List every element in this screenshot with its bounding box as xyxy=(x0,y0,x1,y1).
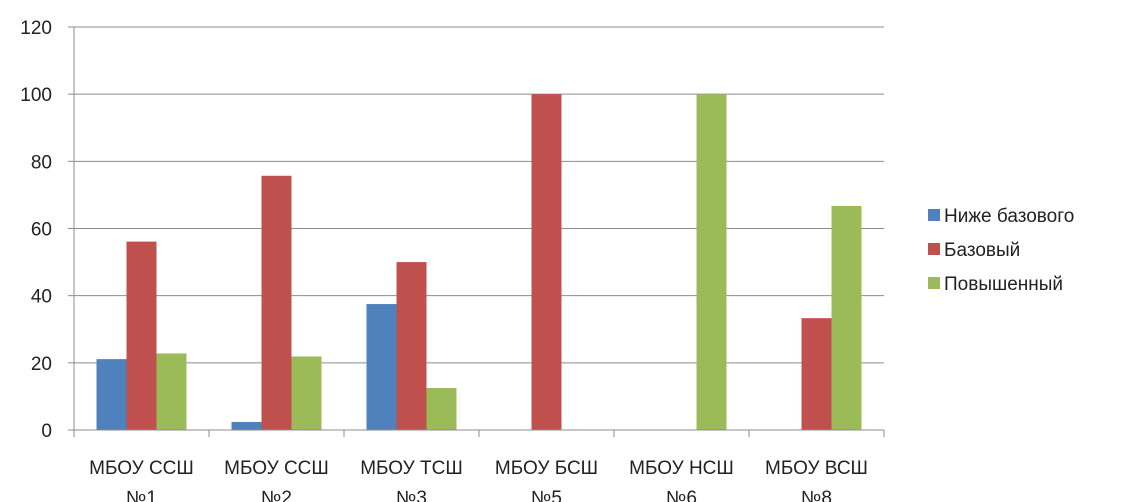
bar xyxy=(156,353,187,430)
bar xyxy=(426,388,457,430)
bar xyxy=(366,304,397,430)
x-tick-label: МБОУ ССШ №1 xyxy=(89,458,194,502)
bar xyxy=(231,421,262,430)
y-tick-label: 120 xyxy=(20,18,52,39)
gridlines xyxy=(74,26,884,364)
bar xyxy=(126,241,157,430)
x-axis-labels: МБОУ ССШ №1 МБОУ ССШ №2 МБОУ ТСШ №3 МБОУ БСШ №5… xyxy=(89,458,868,502)
bar xyxy=(831,205,862,430)
axes xyxy=(73,27,885,437)
bar xyxy=(291,356,322,430)
y-tick-label: 40 xyxy=(31,287,52,308)
bar xyxy=(396,262,427,430)
bars xyxy=(96,94,862,431)
legend: Ниже базового Базовый Повышенный xyxy=(928,206,1074,295)
x-tick-label: МБОУ БСШ №5 xyxy=(495,458,598,502)
legend-swatch xyxy=(928,209,940,221)
y-tick-label: 20 xyxy=(31,354,52,375)
legend-swatch xyxy=(928,243,940,255)
legend-label: Базовый xyxy=(944,240,1020,261)
bar xyxy=(696,94,727,431)
x-tick-label: МБОУ НСШ №6 xyxy=(629,458,734,502)
y-axis-ticks: 0 20 40 60 80 100 120 xyxy=(20,18,74,442)
y-tick-label: 0 xyxy=(41,421,52,442)
bar xyxy=(531,94,562,431)
x-tick-label: МБОУ ВСШ №8 xyxy=(765,458,868,502)
y-tick-label: 60 xyxy=(31,220,52,241)
y-tick-label: 100 xyxy=(20,85,52,106)
bar xyxy=(96,359,127,430)
y-tick-label: 80 xyxy=(31,152,52,173)
x-tick-label: МБОУ ССШ №2 xyxy=(224,458,329,502)
legend-label: Ниже базового xyxy=(944,206,1074,227)
bar xyxy=(261,175,292,430)
legend-swatch xyxy=(928,277,940,289)
x-tick-label: МБОУ ТСШ №3 xyxy=(360,458,463,502)
bar xyxy=(801,318,832,430)
legend-label: Повышенный xyxy=(944,274,1063,295)
